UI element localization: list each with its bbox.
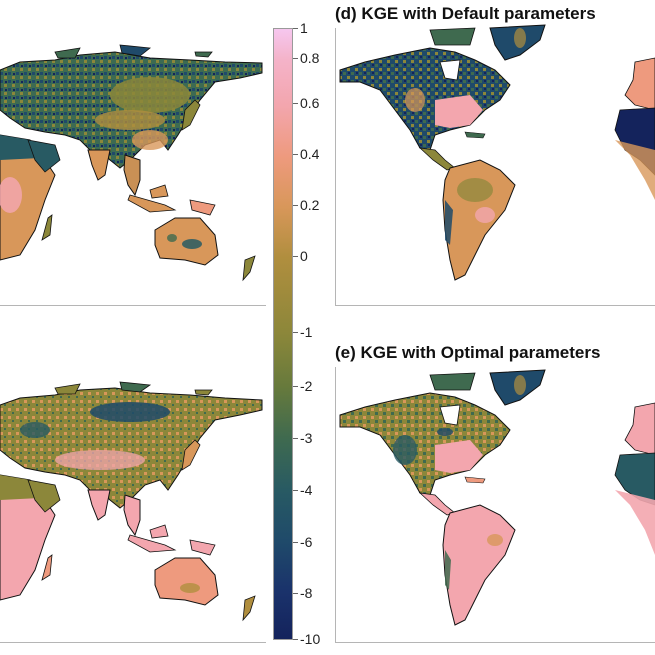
panel-title-e: (e) KGE with Optimal parameters: [335, 343, 601, 362]
panel-title-d: (d) KGE with Default parameters: [335, 4, 596, 23]
panel-e: (e) KGE with Optimal parameters: [335, 340, 655, 655]
panel-d: (d) KGE with Default parameters: [335, 0, 655, 310]
colorbar-tick: [293, 593, 298, 594]
colorbar-tick-label: 0.6: [300, 95, 320, 111]
colorbar-tick: [293, 490, 298, 491]
colorbar-tick: [293, 542, 298, 543]
colorbar-tick-label: 0.8: [300, 50, 320, 66]
colorbar-tick-label: -4: [300, 482, 313, 498]
colorbar: [273, 28, 293, 640]
colorbar-tick-label: -10: [300, 631, 321, 647]
colorbar-tick-label: 1: [300, 20, 308, 36]
colorbar-tick: [293, 28, 298, 29]
panel-bottom-left: [0, 320, 266, 650]
colorbar-tick-label: -8: [300, 585, 313, 601]
panel-top-left: [0, 0, 266, 310]
colorbar-tick: [293, 438, 298, 439]
colorbar-tick-label: -1: [300, 324, 313, 340]
map-eastern-hemisphere-optimal: [0, 381, 263, 622]
map-eastern-hemisphere-default: [0, 44, 263, 282]
colorbar-tick-label: -2: [300, 378, 313, 394]
colorbar-tick: [293, 256, 298, 257]
colorbar-tick: [293, 332, 298, 333]
colorbar-tick: [293, 58, 298, 59]
map-americas-default: [339, 24, 655, 281]
colorbar-tick: [293, 386, 298, 387]
colorbar-tick: [293, 154, 298, 155]
map-americas-optimal: [339, 369, 655, 626]
colorbar-tick: [293, 639, 298, 640]
colorbar-tick: [293, 205, 298, 206]
colorbar-tick: [293, 103, 298, 104]
colorbar-tick-label: 0.2: [300, 197, 320, 213]
colorbar-tick-label: 0.4: [300, 146, 320, 162]
colorbar-tick-label: 0: [300, 248, 308, 264]
colorbar-tick-label: -3: [300, 430, 313, 446]
colorbar-tick-label: -6: [300, 534, 313, 550]
